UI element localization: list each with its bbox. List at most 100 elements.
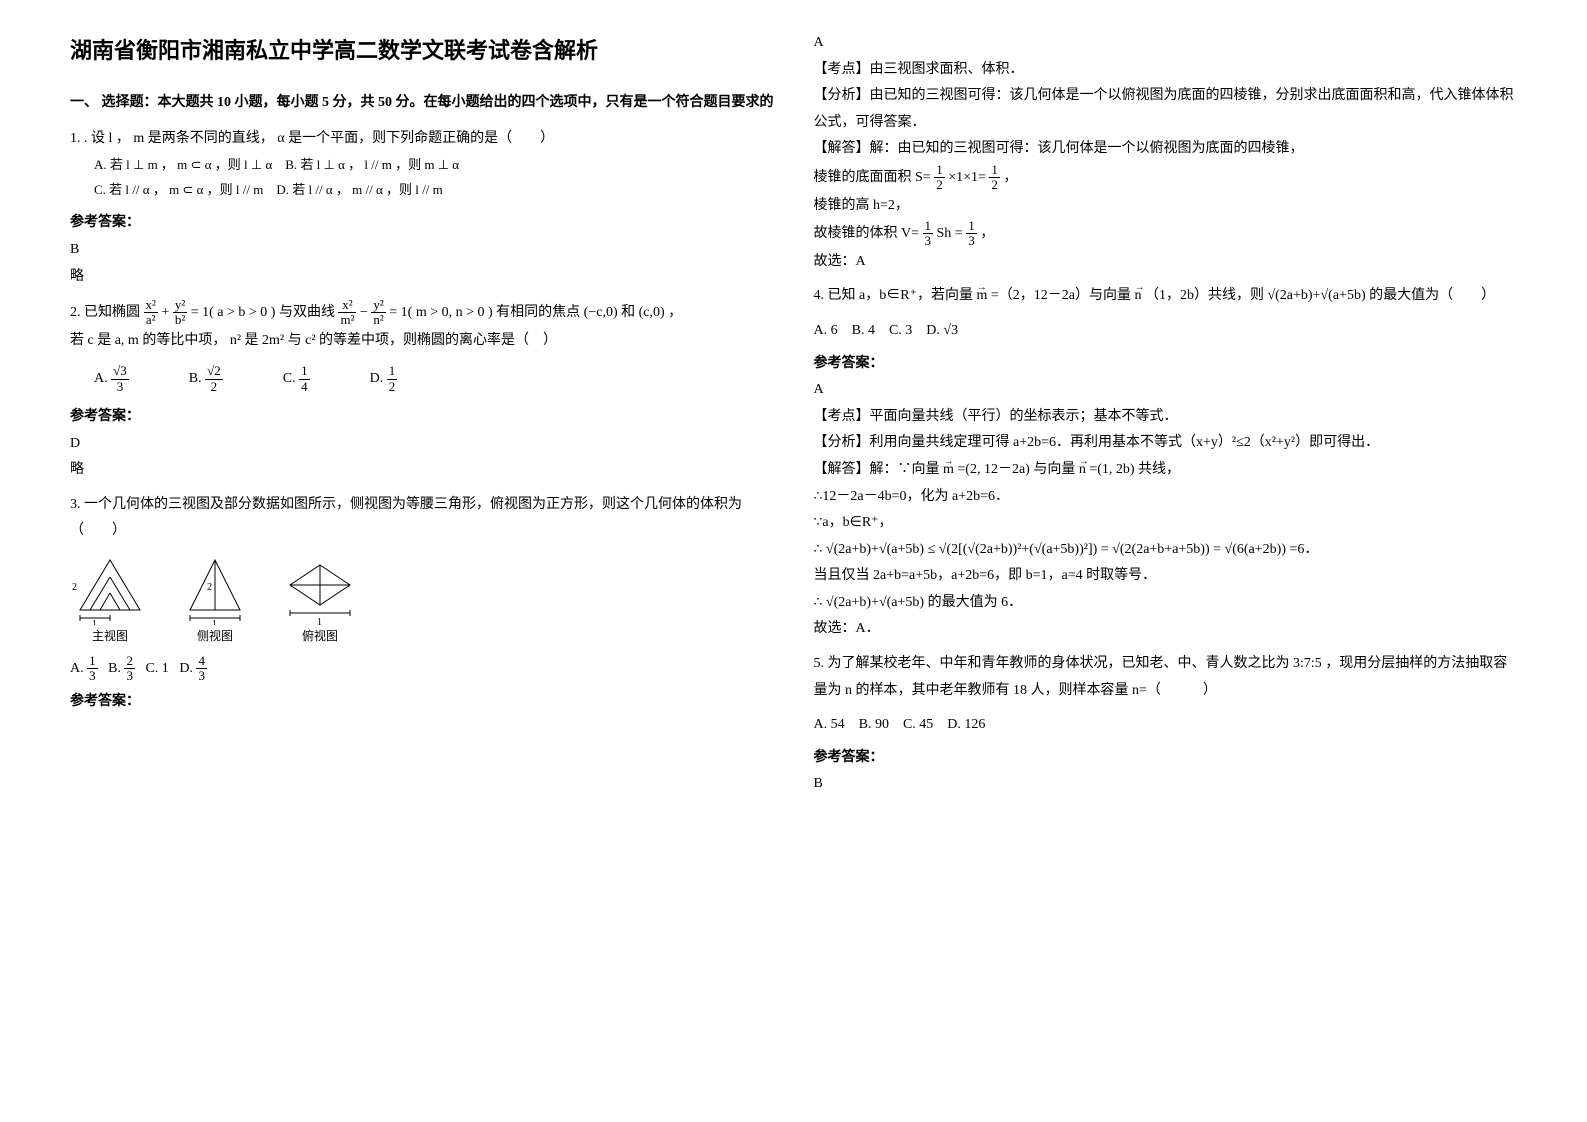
q3-k6: 故棱锥的体积 V= 1 3 Sh = 1 3 ， <box>814 219 1518 249</box>
frac-1-3c: 1 3 <box>966 219 977 249</box>
question-2: 2. 已知椭圆 x² a² + y² b² = 1( a > b > 0 ) 与… <box>70 298 774 354</box>
q3-ans: A <box>814 30 1518 57</box>
num: 1 <box>87 654 98 669</box>
num: √2 <box>205 364 223 379</box>
num: x² <box>338 298 356 313</box>
question-3: 3. 一个几何体的三视图及部分数据如图所示，侧视图为等腰三角形，俯视图为正方形，… <box>70 492 774 545</box>
vec-m-icon: m <box>943 462 954 477</box>
text: 棱锥的底面面积 S= <box>814 170 931 185</box>
q3-k5: 棱锥的高 h=2， <box>814 193 1518 220</box>
text: ×1×1= <box>948 170 986 185</box>
front-view-label: 主视图 <box>70 625 150 648</box>
q2-ans-label: 参考答案： <box>70 404 774 431</box>
root: √(2(2a+b+a+5b)) <box>1112 542 1209 557</box>
den: 2 <box>989 178 1000 192</box>
root: √(6(a+2b)) <box>1225 542 1286 557</box>
den: m² <box>338 313 356 327</box>
num: 2 <box>124 654 135 669</box>
q2-note: 略 <box>70 457 774 484</box>
text: =6． <box>1290 542 1319 557</box>
vec-n-icon: n <box>1134 288 1141 303</box>
question-5: 5. 为了解某校老年、中年和青年教师的身体状况，已知老、中、青人数之比为 3:7… <box>814 651 1518 704</box>
q4-e9: 故选：A． <box>814 616 1518 643</box>
text: 【解答】解：∵向量 <box>814 462 940 477</box>
label: A. <box>94 371 108 386</box>
q3-k1: 【考点】由三视图求面积、体积． <box>814 57 1518 84</box>
num: 1 <box>989 163 1000 178</box>
num: 1 <box>387 364 398 379</box>
q5-ans-label: 参考答案： <box>814 745 1518 772</box>
front-view: 2 1 主视图 <box>70 555 150 648</box>
side-view: 2 1 侧视图 <box>180 555 250 648</box>
section-head: 一、 选择题：本大题共 10 小题，每小题 5 分，共 50 分。在每小题给出的… <box>70 90 774 117</box>
q3-optC: C. 1 <box>145 661 168 676</box>
text: 4. 已知 a，b∈R⁺，若向量 <box>814 288 973 303</box>
num: 1 <box>966 219 977 234</box>
text: 的最大值为（ ） <box>1369 288 1495 303</box>
text: ， <box>980 226 994 241</box>
q2-optA: A. √3 3 <box>94 364 129 394</box>
label: B. <box>189 371 202 386</box>
q2-optD: D. 1 2 <box>370 364 398 394</box>
q4-e5: ∵a，b∈R⁺， <box>814 510 1518 537</box>
q1-optA: A. 若 l ⊥ m ， m ⊂ α ，则 l ⊥ α <box>94 157 272 172</box>
three-views: 2 1 主视图 2 1 侧视图 <box>70 555 774 648</box>
text: =(1, 2b) 共线， <box>1089 462 1180 477</box>
den: 3 <box>111 380 129 394</box>
den: 2 <box>387 380 398 394</box>
root: √(a+5b) <box>879 595 924 610</box>
frac: 1 2 <box>387 364 398 394</box>
text: = <box>1213 542 1221 557</box>
root: √(a+5b) <box>1320 288 1365 303</box>
q1-stem: 1. . 设 l ， m 是两条不同的直线， α 是一个平面，则下列命题正确的是… <box>70 126 774 153</box>
text: （1，2b）共线，则 <box>1145 288 1264 303</box>
vec-m-icon: m <box>976 288 987 303</box>
front-view-svg: 2 1 <box>70 555 150 625</box>
q3-k2: 【分析】由已知的三视图可得：该几何体是一个以俯视图为底面的四棱锥，分别求出底面面… <box>814 83 1518 136</box>
frac: √3 3 <box>111 364 129 394</box>
q2-mid2: = 1( m > 0, n > 0 ) 有相同的焦点 (−c,0) 和 (c,0… <box>389 305 682 320</box>
q2-stem-a: 2. 已知椭圆 <box>70 305 140 320</box>
q4-opts: A. 6 B. 4 C. 3 D. √3 <box>814 318 1518 345</box>
text: 故棱锥的体积 V= <box>814 226 920 241</box>
text: Sh = <box>937 226 963 241</box>
den: 3 <box>196 669 207 683</box>
frac-x2a2: x² a² <box>144 298 158 328</box>
top-view-svg: 1 <box>280 555 360 625</box>
q4-e7: 当且仅当 2a+b=a+5b，a+2b=6，即 b=1，a=4 时取等号． <box>814 563 1518 590</box>
q4-ans: A <box>814 377 1518 404</box>
frac-4-3: 4 3 <box>196 654 207 684</box>
num: y² <box>173 298 187 313</box>
root: √(2[(√(2a+b))²+(√(a+5b))²]) <box>939 542 1098 557</box>
frac-2-3: 2 3 <box>124 654 135 684</box>
q4-e4: ∴12－2a－4b=0，化为 a+2b=6． <box>814 484 1518 511</box>
q4-ans-label: 参考答案： <box>814 351 1518 378</box>
q5-ans: B <box>814 771 1518 798</box>
q1-ans: B <box>70 237 774 264</box>
svg-text:1: 1 <box>92 619 97 625</box>
svg-text:2: 2 <box>72 582 77 593</box>
q3-optA-label: A. <box>70 661 84 676</box>
q4-e1: 【考点】平面向量共线（平行）的坐标表示；基本不等式． <box>814 404 1518 431</box>
den: 3 <box>966 234 977 248</box>
q4-e2: 【分析】利用向量共线定理可得 a+2b=6．再利用基本不等式（x+y）²≤2（x… <box>814 430 1518 457</box>
q1-note: 略 <box>70 264 774 291</box>
den: 3 <box>923 234 934 248</box>
frac-y2n2: y² n² <box>371 298 385 328</box>
q3-k4: 棱锥的底面面积 S= 1 2 ×1×1= 1 2 ， <box>814 163 1518 193</box>
top-view: 1 俯视图 <box>280 555 360 648</box>
q1-optB: B. 若 l ⊥ α ， l // m ，则 m ⊥ α <box>285 157 459 172</box>
q4-e8: ∴ √(2a+b)+√(a+5b) 的最大值为 6． <box>814 590 1518 617</box>
den: 3 <box>124 669 135 683</box>
q2-stem2: 若 c 是 a, m 的等比中项， n² 是 2m² 与 c² 的等差中项，则椭… <box>70 328 774 355</box>
den: 2 <box>934 178 945 192</box>
top-view-label: 俯视图 <box>280 625 360 648</box>
num: 4 <box>196 654 207 669</box>
frac: √2 2 <box>205 364 223 394</box>
text: ， <box>1003 170 1017 185</box>
frac-1-3: 1 3 <box>87 654 98 684</box>
den: 2 <box>205 380 223 394</box>
frac-half: 1 2 <box>989 163 1000 193</box>
text: ∴ <box>814 542 823 557</box>
text: 的最大值为 6． <box>928 595 1023 610</box>
